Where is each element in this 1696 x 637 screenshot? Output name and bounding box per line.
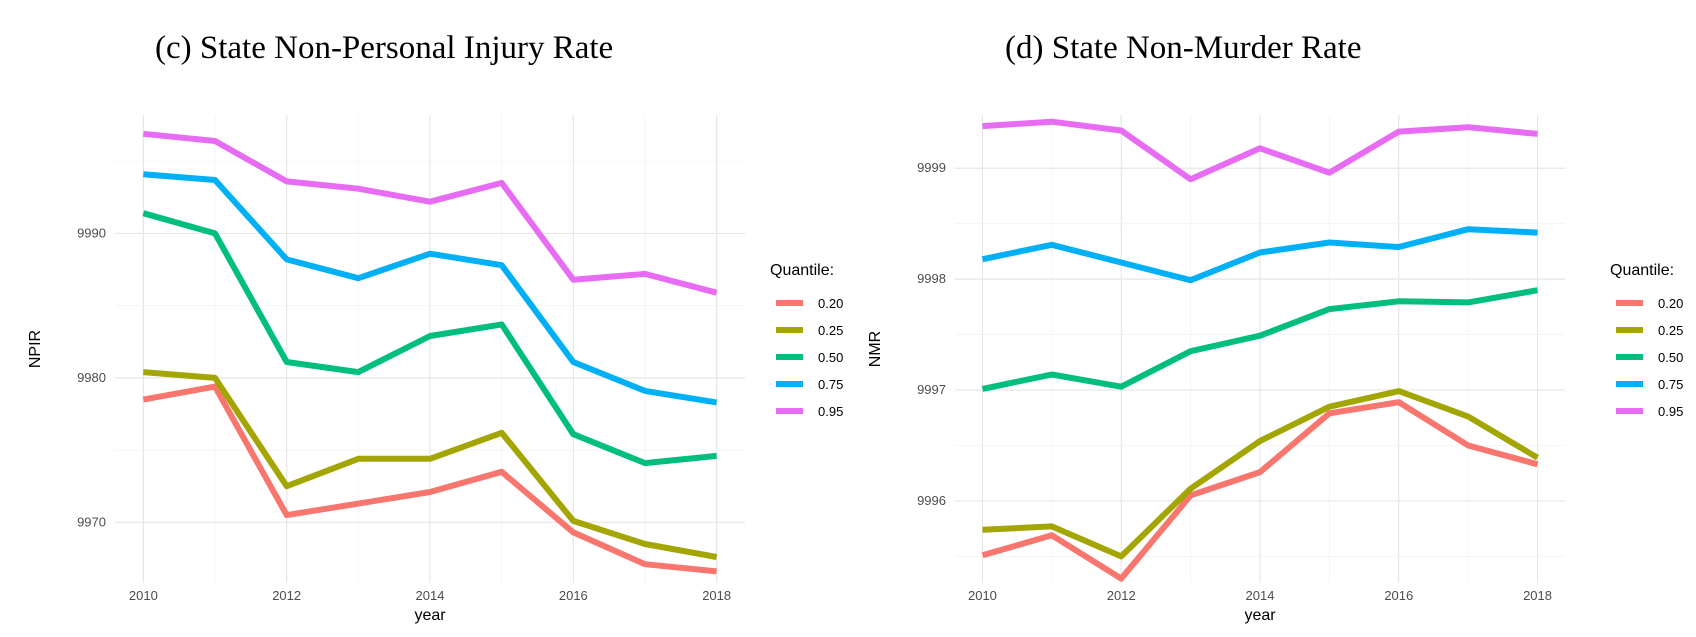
series-line-0-50	[981, 287, 1539, 392]
x-tick-label: 2014	[1246, 588, 1275, 603]
y-tick-label: 9996	[917, 493, 946, 508]
legend-label: 0.25	[1658, 323, 1683, 338]
chart-title-npir: (c) State Non-Personal Injury Rate	[155, 30, 614, 66]
series-line-0-75	[981, 226, 1538, 284]
series-line-0-95	[143, 130, 718, 296]
legend-title: Quantile:	[1610, 262, 1674, 279]
x-tick-label: 2012	[272, 588, 301, 603]
series-line-0-25	[982, 388, 1540, 560]
x-axis-label: year	[414, 607, 446, 624]
grid	[955, 115, 1565, 583]
y-tick-label: 9998	[917, 271, 946, 286]
y-tick-label: 9999	[917, 160, 946, 175]
grid	[115, 115, 745, 583]
y-tick-label: 9997	[917, 382, 946, 397]
y-tick-label: 9990	[77, 225, 106, 240]
chart-panel-npir: 9970 9980 9990 2010 2012 2014 2016 2018 year NPIR…	[27, 115, 843, 624]
series-line-0-20	[142, 383, 717, 575]
y-tick-label: 9970	[77, 514, 106, 529]
series-line-0-95	[982, 118, 1538, 183]
legend-label: 0.95	[818, 404, 843, 419]
series-line-0-20	[981, 399, 1539, 582]
legend: Quantile: 0.20 0.25 0.50 0.75 0.95	[1610, 262, 1683, 419]
series-line-0-25	[143, 369, 718, 560]
legend: Quantile: 0.20 0.25 0.50 0.75 0.95	[770, 262, 843, 419]
x-tick-label: 2010	[968, 588, 997, 603]
legend-label: 0.75	[1658, 377, 1683, 392]
x-tick-label: 2016	[559, 588, 588, 603]
y-tick-label: 9980	[77, 370, 106, 385]
x-tick-label: 2010	[129, 588, 158, 603]
chart-title-nmr: (d) State Non-Murder Rate	[1005, 30, 1362, 66]
x-tick-label: 2018	[702, 588, 731, 603]
legend-label: 0.75	[818, 377, 843, 392]
chart-panel-nmr: 9996 9997 9998 9999 2010 2012 2014 2016 2018 year…	[867, 115, 1683, 624]
series-line-0-75	[143, 171, 718, 406]
legend-label: 0.50	[818, 350, 843, 365]
legend-label: 0.20	[1658, 296, 1683, 311]
series-line-0-50	[142, 210, 717, 467]
y-axis-label: NMR	[867, 331, 884, 367]
x-axis-label: year	[1244, 607, 1276, 624]
y-axis-label: NPIR	[27, 330, 44, 368]
x-tick-label: 2012	[1107, 588, 1136, 603]
x-tick-label: 2016	[1384, 588, 1413, 603]
legend-title: Quantile:	[770, 262, 834, 279]
legend-label: 0.95	[1658, 404, 1683, 419]
legend-label: 0.20	[818, 296, 843, 311]
x-tick-label: 2018	[1523, 588, 1552, 603]
legend-label: 0.50	[1658, 350, 1683, 365]
legend-label: 0.25	[818, 323, 843, 338]
x-tick-label: 2014	[416, 588, 445, 603]
